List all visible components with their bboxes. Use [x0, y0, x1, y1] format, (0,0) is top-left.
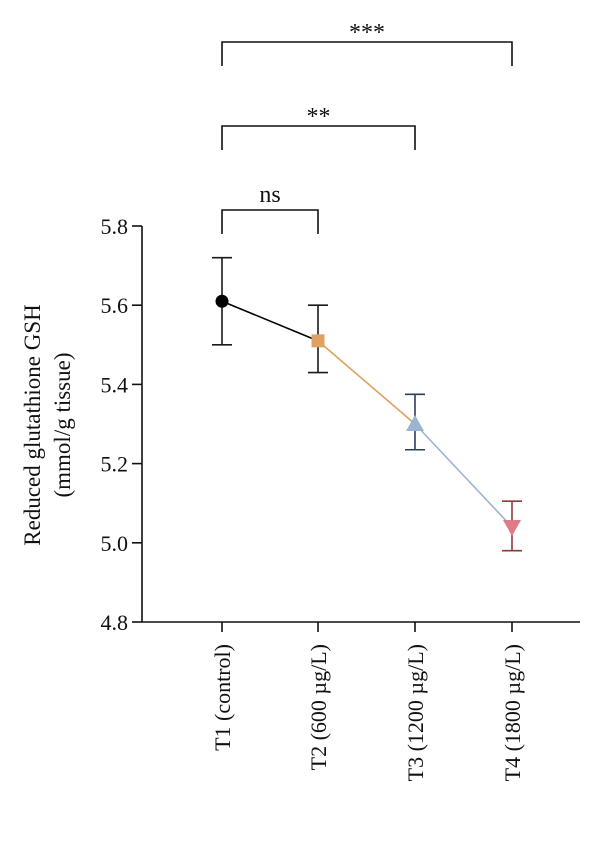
data-point	[406, 415, 424, 431]
series-segment	[414, 423, 513, 528]
y-tick-label: 5.4	[101, 372, 129, 397]
y-axis-title-line2: (mmol/g tissue)	[50, 352, 75, 497]
data-point	[503, 519, 521, 536]
significance-bracket	[221, 41, 513, 66]
y-axis-title-line1: Reduced glutathione GSH	[20, 304, 45, 545]
significance-bracket	[221, 125, 416, 150]
series-segment	[221, 300, 319, 342]
series-line	[221, 300, 513, 528]
y-tick-label: 5.6	[101, 293, 129, 318]
series-segment	[317, 340, 416, 425]
axes: 4.8 5.0 5.2 5.4 5.6 5.8 T1 (control) T2 (600 µg…	[101, 214, 580, 781]
x-tick-label: T2 (600 µg/L)	[306, 644, 331, 770]
significance-label: **	[307, 104, 331, 130]
data-point	[311, 334, 325, 348]
significance-label: ns	[259, 182, 280, 208]
y-tick-label: 5.2	[101, 452, 129, 477]
significance-label: ***	[349, 20, 385, 46]
labels: Reduced glutathione GSH (mmol/g tissue)	[20, 304, 75, 545]
y-tick-label: 4.8	[101, 610, 129, 635]
y-tick-label: 5.8	[101, 214, 129, 239]
x-tick-label: T1 (control)	[210, 644, 235, 751]
x-tick-label: T4 (1800 µg/L)	[500, 644, 525, 781]
y-tick-label: 5.0	[101, 531, 129, 556]
significance-bracket	[221, 209, 319, 234]
data-point	[215, 294, 229, 308]
significance-brackets: ns*****	[221, 20, 513, 234]
error-bars	[212, 256, 522, 552]
x-tick-label: T3 (1200 µg/L)	[403, 644, 428, 781]
data-points	[215, 294, 521, 536]
